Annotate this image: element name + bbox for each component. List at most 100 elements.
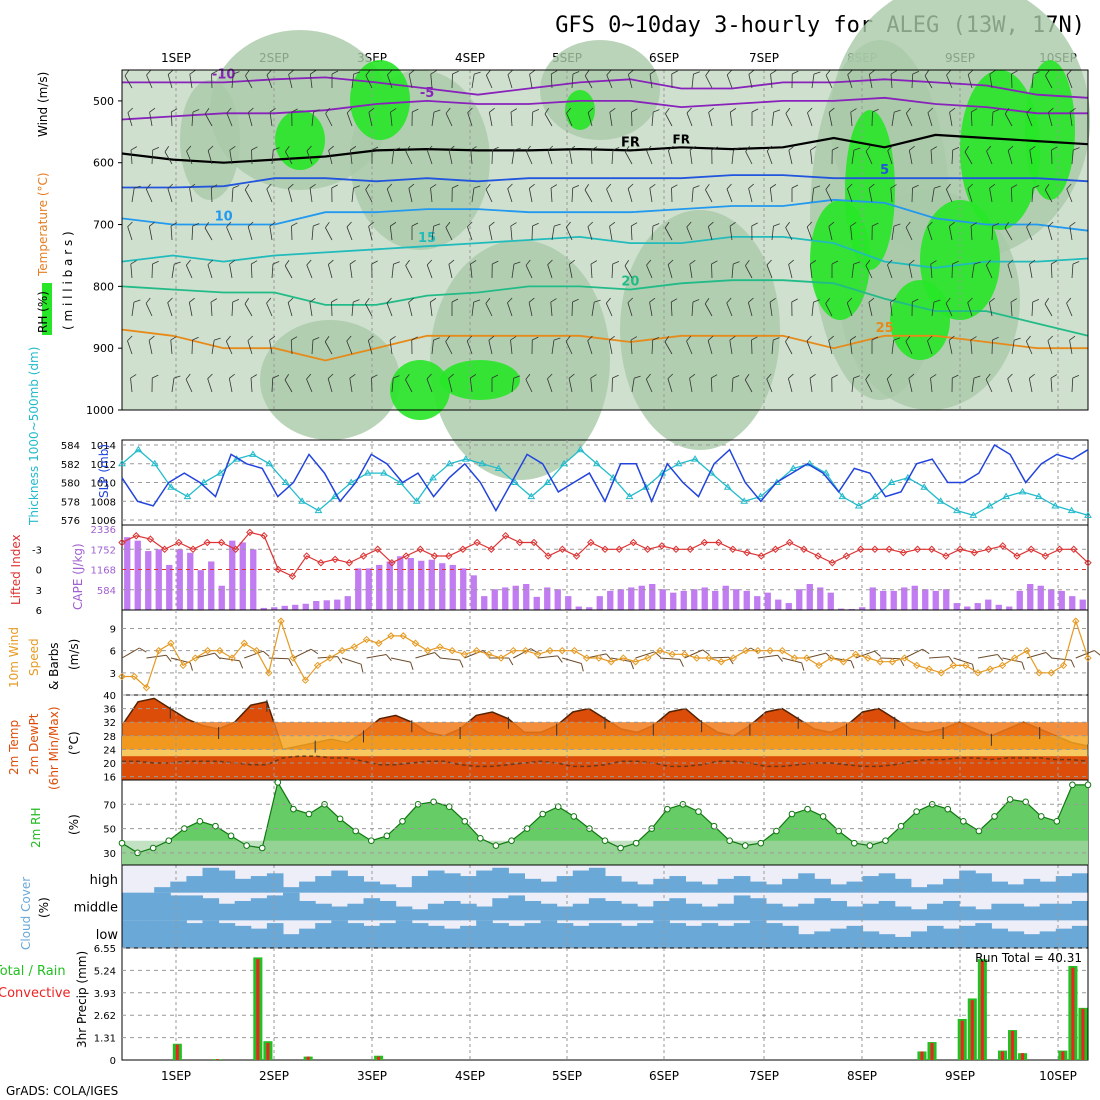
- wind-barb-flag: [411, 222, 419, 227]
- wind-barb-flag: [693, 185, 700, 189]
- wind-barb: [507, 297, 513, 317]
- wind-barb-flag: [247, 335, 254, 341]
- wind-barb: [606, 69, 613, 89]
- precip-convective-bar: [1061, 1051, 1065, 1060]
- wind-barb: [266, 69, 273, 89]
- wind-barb-flag: [433, 337, 440, 341]
- wind-barb: [365, 183, 373, 203]
- wind-barb: [170, 108, 178, 127]
- temperature-tick: 40: [103, 691, 116, 702]
- wind-barb: [726, 297, 733, 317]
- wind-barb-flag: [507, 297, 513, 304]
- rh-point: [913, 808, 920, 815]
- wind-barb-shaft: [771, 226, 774, 241]
- wind-barb-shaft: [651, 226, 654, 241]
- wind-barb-flag: [207, 373, 213, 379]
- wind-barb-shaft: [466, 340, 473, 355]
- wind-barb-flag: [309, 297, 316, 303]
- wind-barb-flag: [831, 374, 838, 379]
- cape-bar: [848, 608, 855, 610]
- wind-barb-shaft: [811, 188, 815, 203]
- wind-barb: [871, 222, 879, 241]
- wind-barb-flag: [232, 185, 240, 189]
- surface-wind-barb: [929, 656, 954, 664]
- precip-convective-bar: [1071, 967, 1075, 1060]
- wind-barb: [467, 221, 473, 241]
- wind-barb-shaft: [127, 112, 133, 127]
- wind-barb-flag: [689, 146, 696, 151]
- cloud-cell-high: [460, 876, 477, 893]
- isotherm-label: -5: [420, 86, 434, 101]
- wind-tick: 6: [110, 647, 116, 658]
- wind-barb-shaft: [691, 188, 694, 203]
- wind-barb-flag: [532, 336, 539, 341]
- wind-barb-shaft: [547, 150, 553, 165]
- wind-barb-flag: [248, 107, 254, 113]
- wind-barb-flag: [1032, 298, 1040, 303]
- cape-bar: [449, 564, 456, 610]
- wind-barb: [611, 374, 619, 393]
- wind-barb-shaft: [989, 188, 993, 203]
- wind-barb: [148, 221, 155, 241]
- wind-barb-shaft: [691, 302, 694, 317]
- wind-barb-flag: [971, 108, 978, 113]
- wind-barb: [131, 185, 141, 203]
- wind-barb-flag: [433, 109, 441, 113]
- wind-barb-shaft: [989, 74, 993, 89]
- wind-barb-flag: [704, 297, 710, 304]
- wind-barb-flag: [584, 69, 590, 76]
- wind-barb-flag: [612, 260, 620, 265]
- wind-barb: [850, 108, 857, 127]
- wind-barb-flag: [807, 107, 813, 114]
- barb-flag: [702, 649, 710, 656]
- cloud-cell-low: [540, 920, 558, 948]
- wind-barb-flag: [865, 373, 870, 380]
- wind-barb-flag: [973, 375, 981, 379]
- wind-barb-flag: [992, 336, 999, 341]
- wind-barb: [1069, 335, 1076, 355]
- lifted-index-point: [430, 552, 439, 560]
- wind-barb-flag: [244, 183, 250, 190]
- cloud-cell-low: [331, 920, 348, 948]
- wind-barb-flag: [952, 374, 959, 379]
- wind-speed-point: [1010, 654, 1019, 662]
- cape-bar: [649, 583, 656, 610]
- wind-barb: [130, 374, 137, 393]
- wind-barb: [787, 373, 794, 393]
- rh-point: [632, 839, 640, 847]
- wind-barb-flag: [912, 70, 920, 75]
- cloud-cell-high: [1055, 876, 1073, 893]
- wind-barb-flag: [269, 108, 276, 113]
- wind-barb-shaft: [311, 226, 314, 241]
- wind-barb-shaft: [851, 378, 854, 393]
- wind-barb-flag: [288, 183, 294, 189]
- wind-barb-shaft: [924, 75, 933, 89]
- wind-barb-flag: [985, 373, 991, 380]
- precip-convective-bar: [306, 1056, 310, 1060]
- precip-convective-bar: [1011, 1030, 1015, 1060]
- wind-barb: [1047, 335, 1054, 355]
- wind-speed-point: [362, 635, 371, 644]
- wind-speed-point: [546, 646, 554, 655]
- surface-wind-barb: [195, 652, 221, 660]
- wind-barb-shaft: [269, 112, 273, 127]
- wind-barb-flag: [167, 297, 173, 303]
- wind-barb: [806, 221, 813, 241]
- wind-barb: [445, 335, 453, 355]
- wind-barb-shaft: [571, 187, 574, 203]
- wind-barb-flag: [226, 221, 232, 228]
- wind-barb-flag: [945, 183, 951, 190]
- wind-barb: [571, 71, 580, 89]
- wind-barb: [850, 222, 857, 241]
- wind-barb-shaft: [667, 264, 673, 279]
- cape-tick: 584: [97, 586, 116, 597]
- wind-barb: [831, 260, 839, 278]
- cloud-cell-middle: [250, 898, 268, 921]
- wind-barb-flag: [171, 108, 178, 113]
- wind-barb: [411, 336, 418, 355]
- cloud-cell-middle: [234, 900, 252, 921]
- wind-speed-point: [680, 650, 689, 659]
- wind-barb: [849, 336, 857, 355]
- wind-barb-flag: [624, 145, 630, 152]
- wind-barb-shaft: [945, 303, 953, 317]
